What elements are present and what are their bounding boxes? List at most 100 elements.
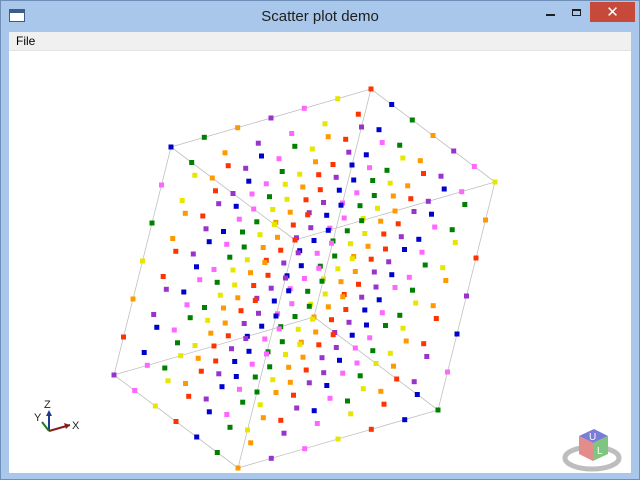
scatter-point: [300, 184, 306, 190]
maximize-button[interactable]: [563, 2, 589, 22]
window-title: Scatter plot demo: [261, 8, 379, 25]
scatter-point: [386, 259, 392, 265]
scatter-point: [189, 160, 195, 165]
scatter-point: [213, 358, 219, 364]
scatter-point: [355, 111, 361, 117]
scatter-point: [306, 303, 312, 309]
y-axis-arrow: [41, 421, 50, 432]
view-cube-top-face[interactable]: [579, 429, 608, 443]
scatter-point: [384, 167, 390, 173]
scatter-point: [270, 207, 276, 212]
scatter-point: [211, 267, 217, 272]
scatter-point: [273, 390, 279, 395]
scatter-point: [383, 323, 388, 328]
z-axis-arrowhead: [46, 410, 52, 416]
scatter-point: [252, 374, 258, 380]
scatter-point: [159, 182, 164, 188]
view-cube-right-face[interactable]: [593, 436, 608, 461]
scatter-point: [364, 322, 369, 328]
scatter-point: [335, 266, 341, 272]
scatter-point: [414, 392, 420, 397]
scatter-point: [352, 269, 358, 274]
title-bar[interactable]: Scatter plot demo ✕: [1, 1, 639, 32]
scatter-point: [337, 357, 342, 363]
minimize-button[interactable]: [537, 2, 563, 22]
scatter-point: [241, 321, 247, 326]
view-cube-icon[interactable]: U L: [562, 429, 622, 472]
scatter-point: [362, 231, 368, 236]
scatter-point: [235, 125, 241, 131]
scatter-point: [259, 153, 264, 159]
scatter-point: [279, 169, 285, 174]
scatter-point: [249, 361, 255, 367]
scatter-point: [303, 197, 309, 203]
scatter-point: [402, 417, 408, 423]
scatter-point: [222, 320, 228, 326]
scatter-point: [392, 285, 398, 290]
scatter-point: [344, 228, 350, 234]
scatter-point: [325, 227, 331, 233]
scatter-point: [411, 379, 417, 385]
scatter-point: [305, 288, 311, 294]
scatter-point: [309, 146, 315, 152]
scatter-point: [419, 249, 425, 255]
scatter-point: [424, 354, 430, 359]
scatter-point: [321, 370, 327, 376]
scatter-point: [216, 201, 222, 207]
scatter-point: [425, 198, 431, 204]
scatter-point: [400, 155, 406, 161]
scatter-point: [314, 421, 320, 426]
scatter-point: [227, 424, 233, 430]
scatter-point: [371, 269, 377, 275]
scatter-point: [441, 186, 447, 192]
scatter-point: [254, 219, 260, 225]
menu-file[interactable]: File: [16, 34, 36, 48]
scatter-point: [298, 263, 304, 269]
scatter-point: [316, 172, 322, 178]
scatter-point: [165, 378, 171, 384]
scatter-point: [235, 295, 241, 301]
scatter-point: [340, 294, 346, 300]
scatter-point: [179, 198, 185, 203]
scatter-point: [221, 229, 226, 234]
scatter-point: [173, 248, 179, 254]
scatter-point: [240, 399, 246, 405]
scatter-point: [294, 405, 300, 411]
scatter-point: [243, 165, 249, 171]
scatter-point: [168, 144, 174, 150]
scatter-point: [287, 379, 293, 385]
scatter-point: [173, 419, 179, 424]
scatter-point: [295, 326, 301, 332]
scatter-point: [445, 369, 450, 375]
scatter-point: [292, 143, 298, 149]
scatter-point: [275, 234, 280, 240]
scatter-point: [225, 163, 231, 169]
scatter-point: [376, 127, 382, 133]
scatter-point: [292, 314, 298, 319]
scatter-point: [163, 286, 169, 292]
scatter-point: [246, 178, 252, 184]
close-button[interactable]: ✕: [590, 2, 635, 22]
scatter-point: [198, 368, 204, 374]
scatter-point: [279, 339, 285, 345]
scatter-point: [241, 244, 247, 250]
view-cube-left-face[interactable]: [579, 436, 593, 461]
scatter-plot-svg[interactable]: X Y Z U L: [9, 51, 631, 473]
scatter-point: [343, 136, 349, 142]
scatter-plot-canvas[interactable]: X Y Z U L: [9, 51, 631, 473]
scatter-point: [340, 370, 346, 376]
scatter-point: [405, 183, 411, 189]
scatter-point: [200, 213, 206, 219]
scatter-point: [381, 231, 387, 237]
app-window-icon[interactable]: [9, 9, 25, 22]
scatter-point: [333, 345, 339, 350]
scatter-point: [313, 329, 319, 335]
scatter-point: [389, 102, 395, 107]
scatter-point: [346, 149, 352, 155]
x-axis-label: X: [72, 420, 80, 432]
scatter-point: [224, 241, 230, 247]
scatter-point: [271, 222, 277, 227]
scatter-point: [151, 312, 157, 317]
scatter-point: [244, 257, 250, 263]
